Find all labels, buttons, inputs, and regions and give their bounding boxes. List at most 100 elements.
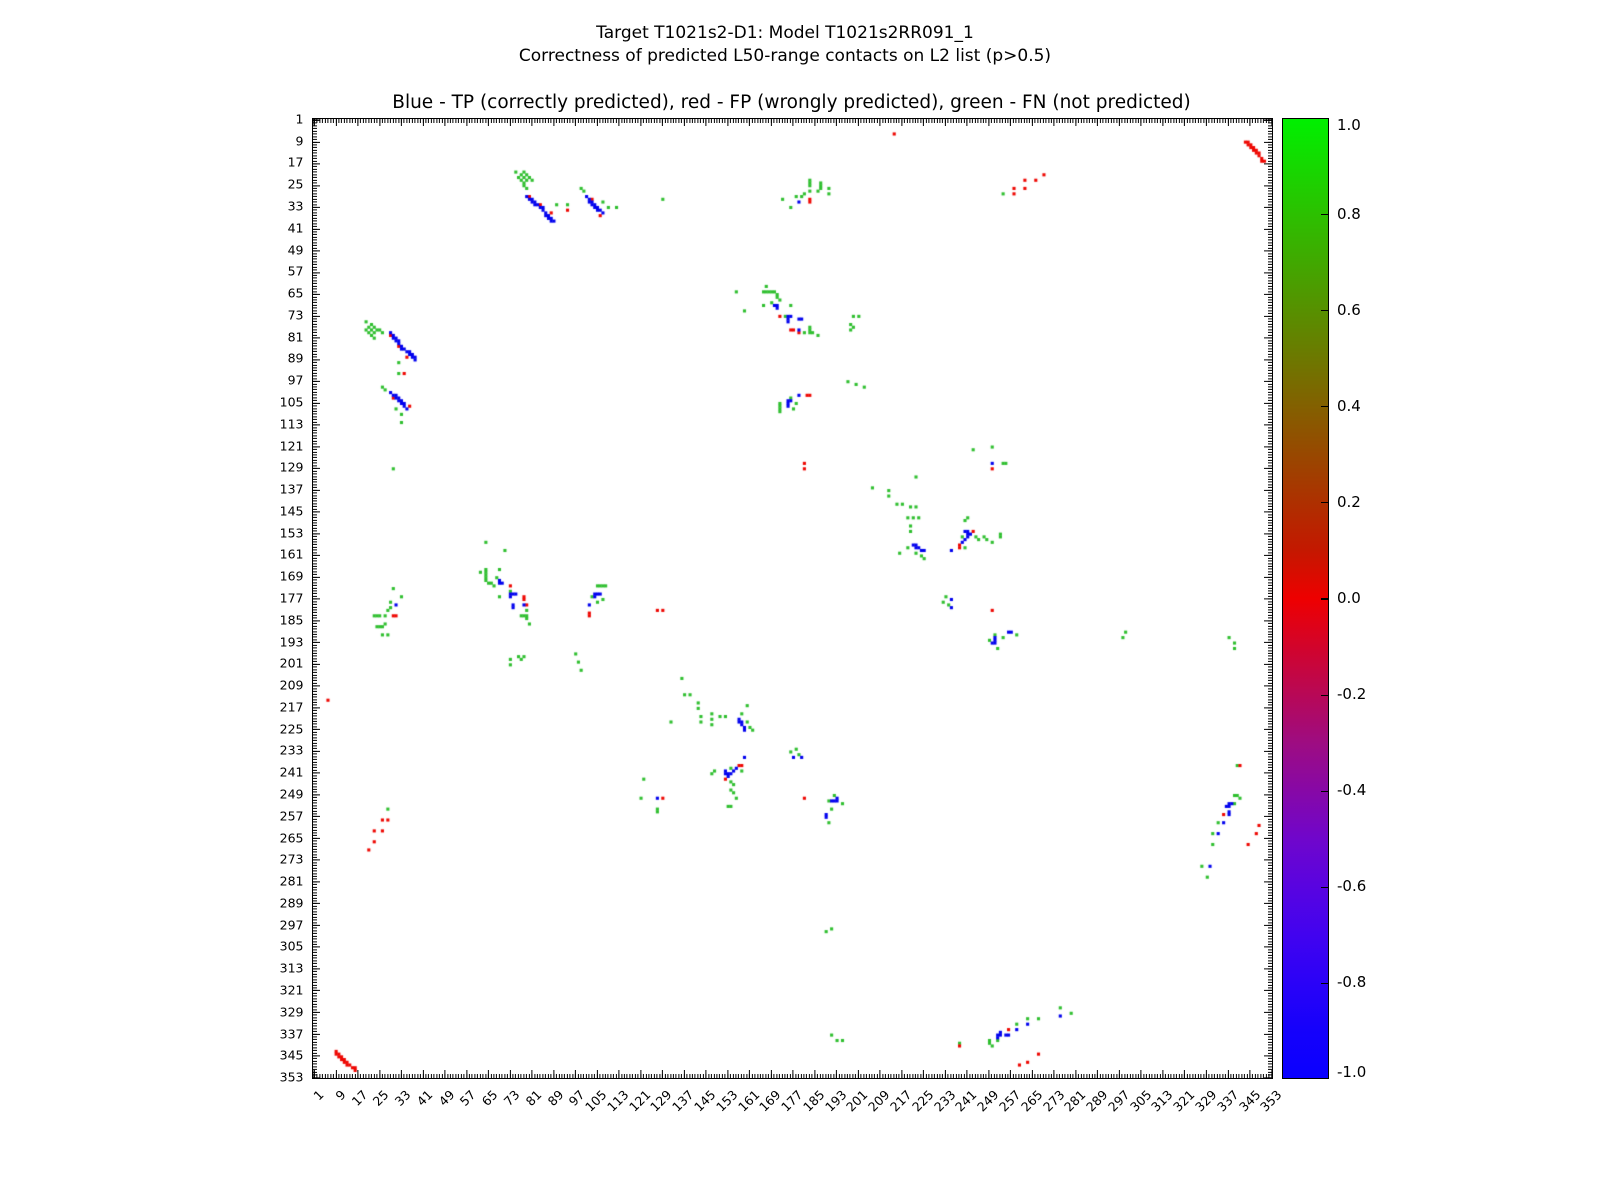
x-tick-label: 57 xyxy=(457,1086,479,1109)
y-tick-label: 265 xyxy=(279,830,304,846)
colorbar-tick-label: -1.0 xyxy=(1337,1062,1367,1081)
x-tick-label: 1 xyxy=(310,1086,327,1103)
x-tick-label: 249 xyxy=(974,1086,1002,1114)
colorbar-tick-label: 0.0 xyxy=(1337,589,1361,607)
x-tick-label: 137 xyxy=(669,1086,697,1114)
colorbar-tick xyxy=(1320,214,1328,216)
x-tick-label: 25 xyxy=(369,1086,392,1109)
x-tick-label: 185 xyxy=(799,1086,828,1114)
colorbar-tick-label: 0.2 xyxy=(1337,492,1361,511)
x-tick-label: 89 xyxy=(544,1086,567,1109)
colorbar xyxy=(1281,117,1329,1079)
y-tick-label: 193 xyxy=(279,634,304,650)
colorbar-tick-label: -0.2 xyxy=(1337,685,1367,704)
colorbar-tick xyxy=(1320,886,1328,888)
y-tick-label: 185 xyxy=(279,612,304,628)
y-tick-label: 321 xyxy=(279,982,304,998)
colorbar-tick-label: 1.0 xyxy=(1337,115,1361,134)
x-tick-label: 289 xyxy=(1083,1086,1111,1114)
x-tick-label: 177 xyxy=(778,1086,806,1114)
colorbar-tick xyxy=(1320,694,1328,696)
x-tick-label: 17 xyxy=(348,1086,371,1109)
y-tick-label: 177 xyxy=(279,590,304,606)
x-tick-label: 9 xyxy=(332,1086,349,1103)
x-tick-label: 329 xyxy=(1191,1086,1220,1114)
x-tick-label: 105 xyxy=(582,1086,610,1114)
y-tick-label: 225 xyxy=(279,721,304,737)
figure-title-line1: Target T1021s2-D1: Model T1021s2RR091_1 xyxy=(596,23,974,43)
x-tick-label: 33 xyxy=(391,1086,414,1109)
x-tick-label: 225 xyxy=(908,1086,937,1114)
y-tick-label: 17 xyxy=(287,154,304,170)
x-tick-label: 81 xyxy=(522,1086,545,1109)
x-tick-label: 41 xyxy=(413,1086,436,1109)
colorbar-tick-label: 0.6 xyxy=(1337,300,1361,319)
plot-area xyxy=(311,117,1273,1079)
y-tick-label: 217 xyxy=(279,699,304,715)
colorbar-tick-label: -0.6 xyxy=(1337,877,1367,896)
y-tick-label: 305 xyxy=(279,938,304,954)
scatter-canvas xyxy=(312,118,1271,1077)
colorbar-tick-label: -0.8 xyxy=(1337,973,1367,992)
y-tick-label: 345 xyxy=(279,1047,304,1063)
x-tick-label: 113 xyxy=(603,1086,632,1114)
y-tick-label: 153 xyxy=(279,525,304,541)
y-tick-label: 249 xyxy=(279,786,304,802)
figure-title-line2: Correctness of predicted L50-range conta… xyxy=(518,46,1052,66)
colorbar-tick-label: 0.8 xyxy=(1337,204,1361,223)
x-tick-label: 297 xyxy=(1104,1086,1133,1114)
y-tick-label: 105 xyxy=(279,394,304,410)
y-tick-label: 33 xyxy=(287,198,304,214)
y-tick-label: 9 xyxy=(295,133,304,149)
y-tick-label: 233 xyxy=(279,742,304,758)
colorbar-tick-label: -0.4 xyxy=(1337,781,1367,800)
y-tick-label: 137 xyxy=(279,481,304,497)
y-tick-label: 201 xyxy=(279,655,304,671)
y-tick-label: 313 xyxy=(279,960,304,976)
y-tick-label: 353 xyxy=(279,1069,304,1085)
y-tick-label: 329 xyxy=(279,1004,304,1020)
colorbar-tick xyxy=(1320,502,1328,504)
y-tick-label: 1 xyxy=(295,111,304,127)
y-tick-label: 25 xyxy=(287,176,304,192)
y-tick-label: 81 xyxy=(287,329,304,345)
y-tick-label: 145 xyxy=(279,503,304,519)
y-tick-label: 65 xyxy=(287,285,304,301)
colorbar-tick xyxy=(1320,310,1328,312)
axes-title: Blue - TP (correctly predicted), red - F… xyxy=(392,92,1191,113)
y-tick-label: 209 xyxy=(279,677,304,693)
colorbar-tick xyxy=(1320,598,1328,600)
y-tick-label: 41 xyxy=(287,220,304,236)
y-tick-label: 161 xyxy=(279,546,304,562)
x-tick-label: 73 xyxy=(500,1086,523,1109)
y-tick-label: 169 xyxy=(279,568,304,584)
x-tick-label: 209 xyxy=(865,1086,893,1114)
y-tick-label: 297 xyxy=(279,917,304,933)
colorbar-tick xyxy=(1320,982,1328,984)
y-tick-label: 57 xyxy=(287,263,304,279)
x-tick-label: 265 xyxy=(1017,1086,1046,1114)
colorbar-tick xyxy=(1320,790,1328,792)
x-tick-label: 217 xyxy=(887,1086,915,1114)
colorbar-tick-label: 0.4 xyxy=(1337,396,1361,415)
y-tick-label: 337 xyxy=(279,1026,304,1042)
y-tick-label: 49 xyxy=(287,242,304,258)
x-tick-label: 153 xyxy=(712,1086,741,1114)
y-tick-label: 97 xyxy=(287,372,304,388)
colorbar-tick xyxy=(1320,406,1328,408)
y-tick-label: 241 xyxy=(279,764,304,780)
y-tick-label: 121 xyxy=(279,438,304,454)
x-tick-label: 49 xyxy=(435,1086,458,1109)
x-tick-label: 281 xyxy=(1061,1086,1089,1114)
x-tick-label: 337 xyxy=(1213,1086,1242,1114)
y-tick-label: 289 xyxy=(279,895,304,911)
y-tick-label: 257 xyxy=(279,808,304,824)
y-tick-label: 273 xyxy=(279,851,304,867)
figure-title: Target T1021s2-D1: Model T1021s2RR091_1 … xyxy=(0,22,1570,68)
x-tick-label: 321 xyxy=(1170,1086,1198,1114)
y-tick-label: 129 xyxy=(279,459,304,475)
x-tick-label: 145 xyxy=(691,1086,719,1114)
x-tick-label: 353 xyxy=(1257,1086,1285,1114)
x-tick-label: 257 xyxy=(995,1086,1024,1114)
